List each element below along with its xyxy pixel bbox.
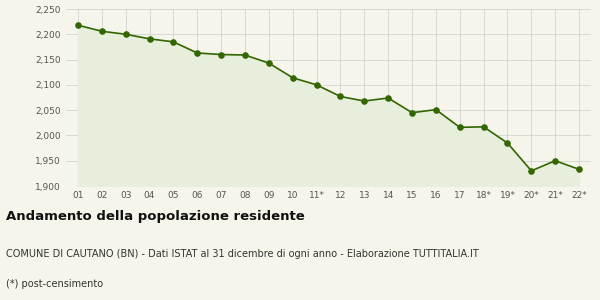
Point — [73, 23, 83, 28]
Point — [503, 141, 512, 146]
Point — [97, 29, 107, 34]
Text: (*) post-censimento: (*) post-censimento — [6, 279, 103, 289]
Point — [479, 124, 488, 129]
Point — [383, 96, 393, 100]
Point — [455, 125, 464, 130]
Point — [264, 61, 274, 65]
Point — [431, 107, 440, 112]
Point — [121, 32, 130, 37]
Point — [217, 52, 226, 57]
Point — [169, 40, 178, 44]
Point — [407, 110, 417, 115]
Text: COMUNE DI CAUTANO (BN) - Dati ISTAT al 31 dicembre di ogni anno - Elaborazione T: COMUNE DI CAUTANO (BN) - Dati ISTAT al 3… — [6, 249, 479, 259]
Point — [574, 167, 584, 172]
Point — [359, 99, 369, 103]
Point — [288, 75, 298, 80]
Point — [527, 168, 536, 173]
Point — [240, 52, 250, 57]
Point — [550, 158, 560, 163]
Point — [145, 36, 154, 41]
Point — [335, 94, 345, 99]
Text: Andamento della popolazione residente: Andamento della popolazione residente — [6, 210, 305, 223]
Point — [193, 51, 202, 56]
Point — [312, 82, 322, 87]
